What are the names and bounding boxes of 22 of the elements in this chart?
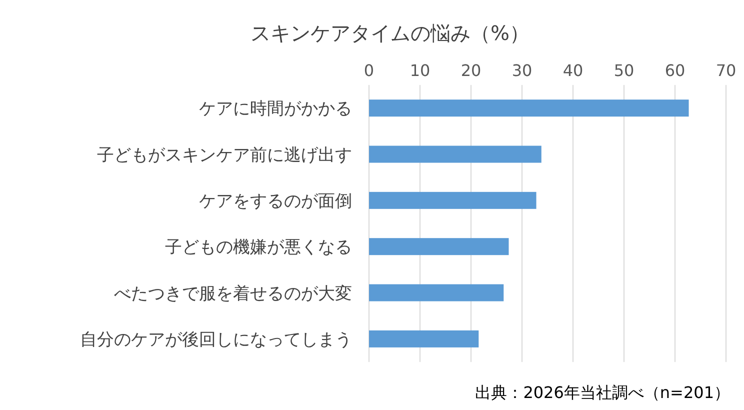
x-tick-label: 70 <box>716 61 736 80</box>
x-tick-label: 0 <box>364 61 374 80</box>
chart-title: スキンケアタイムの悩み（%） <box>250 21 530 45</box>
x-tick-label: 30 <box>512 61 532 80</box>
bar <box>369 100 689 117</box>
x-tick-label: 60 <box>664 61 686 80</box>
y-tick-label: 子どもがスキンケア前に逃げ出す <box>97 145 352 166</box>
y-tick-label: 自分のケアが後回しになってしまう <box>80 330 352 350</box>
x-tick-label: 20 <box>460 61 482 80</box>
y-tick-label: ケアをするのが面倒 <box>199 191 352 212</box>
x-tick-label: 50 <box>614 61 634 80</box>
y-tick-label: ケアに時間がかかる <box>199 99 352 120</box>
source-note: 出典：2026年当社調べ（n=201） <box>475 383 730 402</box>
y-tick-label: べたつきで服を着せるのが大変 <box>114 284 352 304</box>
x-tick-label: 40 <box>562 61 584 80</box>
bar <box>369 238 509 256</box>
bar <box>369 192 536 209</box>
bar <box>369 330 479 348</box>
x-tick-label: 10 <box>410 61 430 80</box>
bar <box>369 146 542 163</box>
bar <box>369 284 504 302</box>
y-tick-label: 子どもの機嫌が悪くなる <box>165 238 352 258</box>
